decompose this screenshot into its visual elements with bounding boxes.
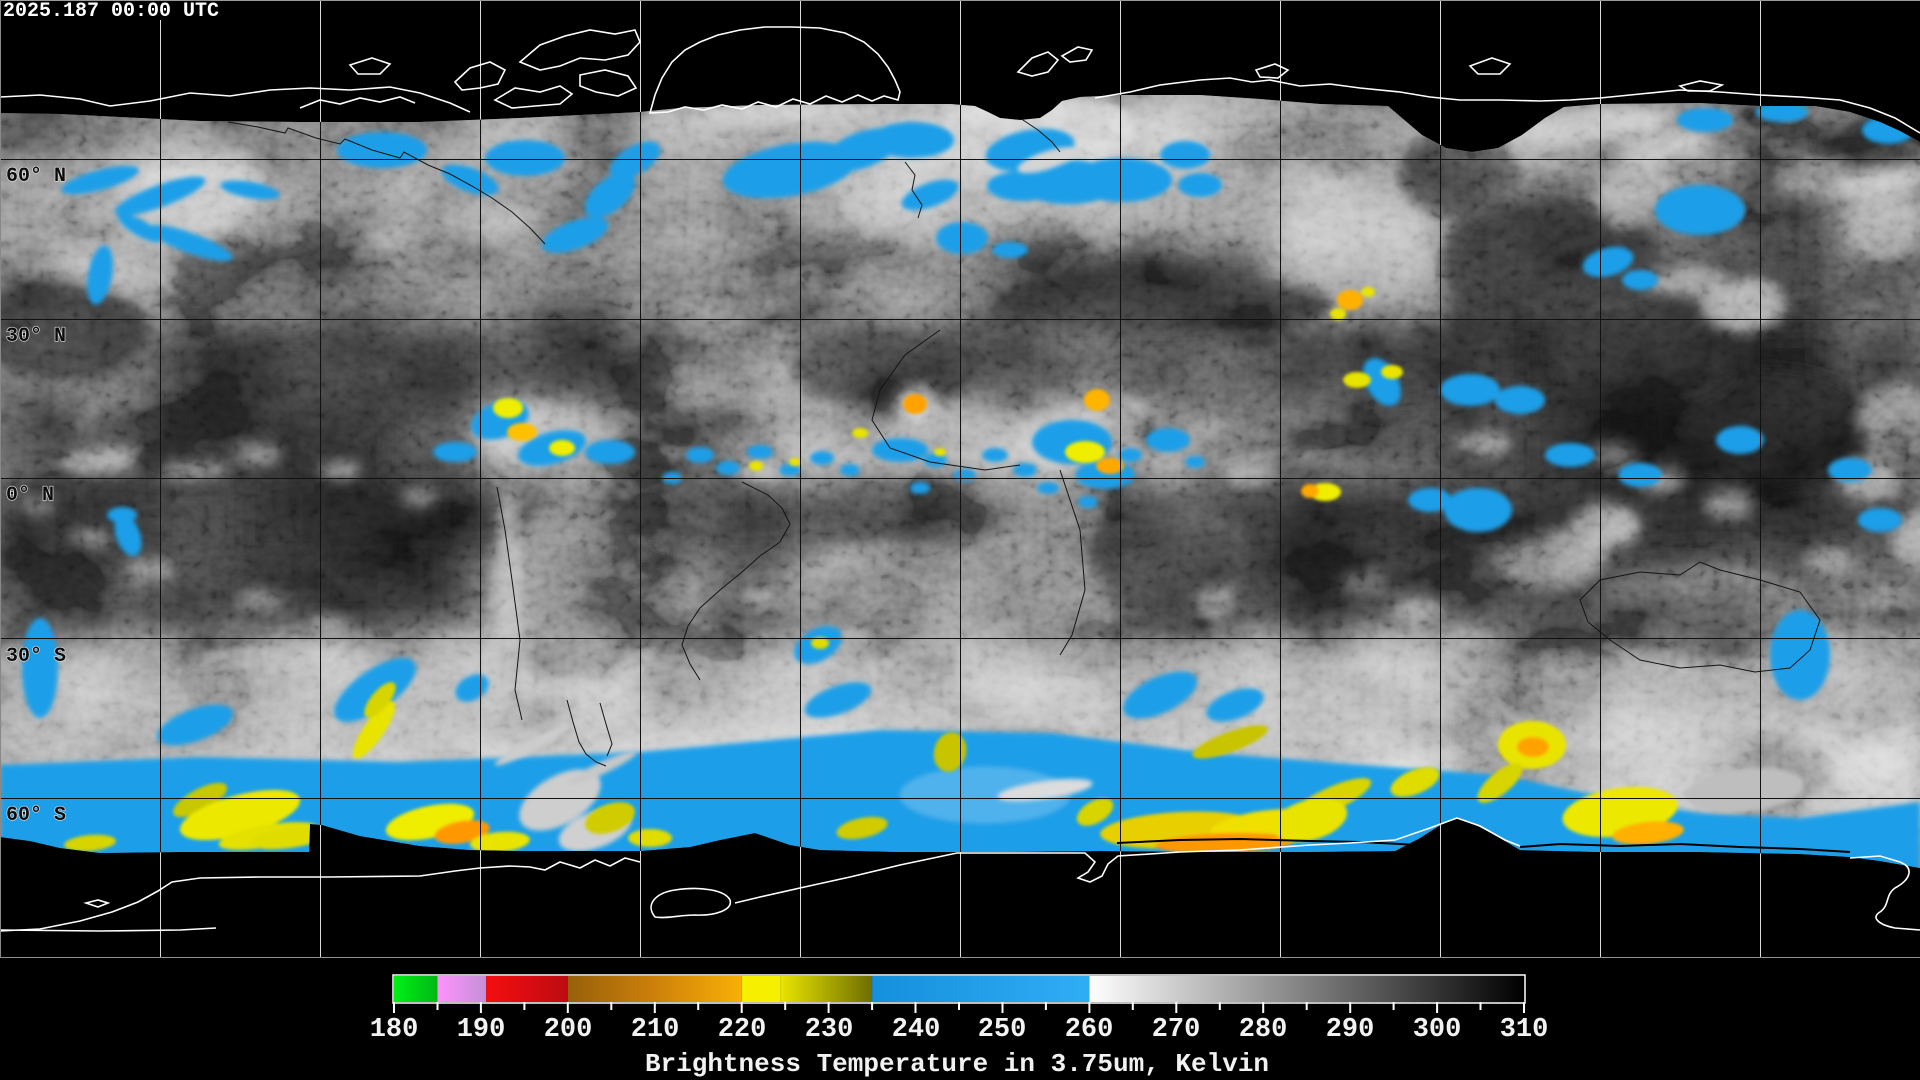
svg-text:290: 290 [1326, 1015, 1375, 1045]
svg-text:0° N: 0° N [6, 484, 54, 507]
svg-text:280: 280 [1239, 1015, 1288, 1045]
svg-text:200: 200 [544, 1015, 593, 1045]
svg-text:300: 300 [1413, 1015, 1462, 1045]
svg-text:250: 250 [978, 1015, 1027, 1045]
svg-text:270: 270 [1152, 1015, 1201, 1045]
svg-text:180: 180 [370, 1015, 419, 1045]
svg-text:30° N: 30° N [6, 325, 66, 348]
svg-text:210: 210 [631, 1015, 680, 1045]
svg-text:220: 220 [718, 1015, 767, 1045]
svg-text:2025.187 00:00 UTC: 2025.187 00:00 UTC [3, 0, 219, 23]
svg-text:190: 190 [457, 1015, 506, 1045]
svg-text:60° S: 60° S [6, 804, 66, 827]
svg-text:Brightness Temperature in 3.75: Brightness Temperature in 3.75um, Kelvin [645, 1049, 1269, 1079]
svg-text:230: 230 [805, 1015, 854, 1045]
svg-text:60° N: 60° N [6, 165, 66, 188]
svg-text:240: 240 [892, 1015, 941, 1045]
svg-text:30° S: 30° S [6, 645, 66, 668]
svg-text:260: 260 [1065, 1015, 1114, 1045]
svg-text:310: 310 [1500, 1015, 1549, 1045]
